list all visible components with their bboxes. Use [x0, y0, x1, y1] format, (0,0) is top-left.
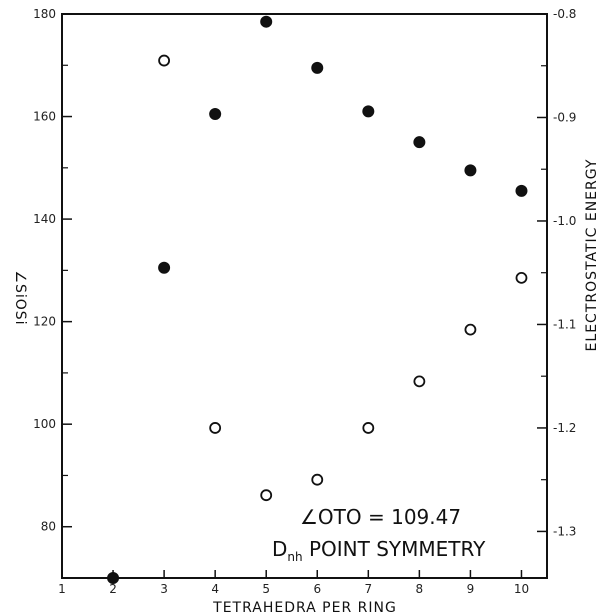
- x-tick-label: 10: [514, 582, 529, 596]
- x-tick-label: 1: [58, 582, 66, 596]
- x-axis-ticks: 1 2 3 4 5 6 7 8 9 10: [58, 570, 529, 596]
- x-tick-label: 3: [160, 582, 168, 596]
- filled-data-point: [158, 261, 171, 274]
- filled-data-point: [413, 136, 426, 149]
- right-y-axis-ticks: -0.8 -0.9 -1.0 -1.1 -1.2 -1.3: [537, 7, 576, 538]
- x-tick-label: 6: [313, 582, 321, 596]
- open-data-point: [413, 375, 426, 388]
- data-points: [107, 15, 528, 584]
- annotation-symmetry: Dnh POINT SYMMETRY: [272, 537, 486, 564]
- open-data-point: [311, 473, 324, 486]
- right-y-tick-label: -1.3: [553, 524, 576, 538]
- left-y-axis-ticks: 80 100 120 140 160 180: [33, 7, 72, 579]
- left-y-tick-label: 160: [33, 110, 56, 124]
- right-y-tick-label: -0.8: [553, 7, 576, 21]
- right-y-tick-label: -1.0: [553, 214, 576, 228]
- annotation-symmetry-text: POINT SYMMETRY: [303, 537, 486, 561]
- x-tick-label: 2: [109, 582, 117, 596]
- right-y-tick-label: -1.2: [553, 421, 576, 435]
- x-tick-label: 4: [211, 582, 219, 596]
- right-y-axis-title: ELECTROSTATIC ENERGY: [584, 159, 600, 352]
- left-y-tick-label: 180: [33, 7, 56, 21]
- right-y-tick-label: -1.1: [553, 317, 576, 331]
- left-y-tick-label: 140: [33, 212, 56, 226]
- annotation-symmetry-subscript: nh: [287, 550, 302, 564]
- filled-data-point: [311, 61, 324, 74]
- left-y-tick-label: 100: [33, 417, 56, 431]
- right-y-tick-label: -0.9: [553, 110, 576, 124]
- left-y-tick-label: 80: [41, 520, 56, 534]
- x-tick-label: 9: [467, 582, 475, 596]
- open-data-point: [464, 323, 477, 336]
- x-tick-label: 8: [416, 582, 424, 596]
- left-y-tick-label: 120: [33, 315, 56, 329]
- filled-data-point: [515, 184, 528, 197]
- open-data-point: [362, 422, 375, 434]
- open-data-point: [209, 422, 222, 434]
- filled-data-point: [362, 105, 375, 118]
- annotation-angle: ∠OTO = 109.47: [300, 505, 461, 529]
- x-tick-label: 7: [364, 582, 372, 596]
- open-data-point: [260, 489, 273, 502]
- filled-data-point: [464, 164, 477, 177]
- plot-frame: [61, 13, 548, 579]
- x-tick-label: 5: [262, 582, 270, 596]
- filled-data-point: [260, 15, 273, 28]
- x-axis-title: TETRAHEDRA PER RING: [212, 600, 397, 616]
- left-y-axis-title: ∠SiOSi: [12, 270, 28, 325]
- filled-data-point: [209, 107, 222, 120]
- filled-data-point: [107, 572, 120, 584]
- open-data-point: [158, 54, 171, 67]
- open-data-point: [515, 271, 528, 284]
- annotation-symmetry-d: D: [272, 537, 287, 561]
